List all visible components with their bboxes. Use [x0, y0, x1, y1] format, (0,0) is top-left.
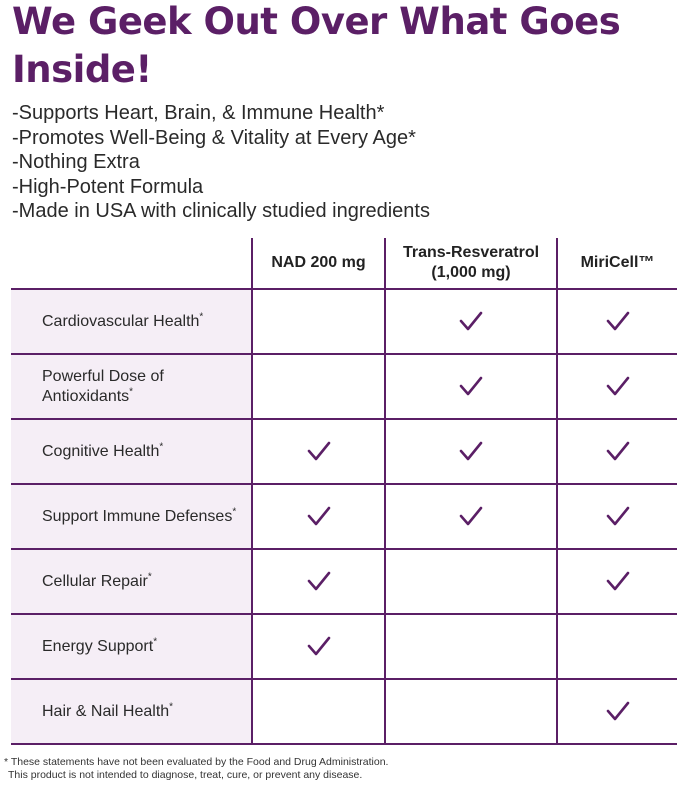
check-icon — [606, 376, 629, 395]
feature-label: Energy Support — [42, 637, 154, 655]
feature-label: Cognitive Health — [42, 442, 160, 460]
check-icon — [459, 441, 483, 460]
table-row: Hair & Nail Health* — [11, 678, 677, 745]
benefit-item: -Supports Heart, Brain, & Immune Health* — [12, 102, 385, 124]
headline: We Geek Out Over What Goes Inside! — [12, 0, 621, 91]
feature-cell: Powerful Dose of Antioxidants* — [11, 353, 253, 420]
benefit-list: -Supports Heart, Brain, & Immune Health*… — [12, 101, 430, 224]
check-cell — [384, 548, 558, 615]
check-cell — [556, 678, 677, 745]
check-cell — [556, 613, 677, 680]
column-header-nad: NAD 200 mg — [251, 238, 386, 290]
check-cell — [556, 353, 677, 420]
table-header-row: NAD 200 mg Trans-Resveratrol (1,000 mg) … — [11, 238, 677, 290]
check-cell — [556, 548, 677, 615]
table-body: Cardiovascular Health* Powerful Dose of A… — [11, 288, 677, 745]
column-header-miricell: MiriCell™ — [556, 238, 677, 290]
table-row: Energy Support* — [11, 613, 677, 680]
table-row: Support Immune Defenses* — [11, 483, 677, 550]
feature-cell: Cardiovascular Health* — [11, 288, 253, 355]
column-header-resveratrol: Trans-Resveratrol (1,000 mg) — [384, 238, 558, 290]
asterisk-mark: * — [159, 441, 164, 453]
feature-cell: Support Immune Defenses* — [11, 483, 253, 550]
table-row: Cardiovascular Health* — [11, 288, 677, 355]
feature-label: Powerful Dose of Antioxidants — [42, 367, 164, 405]
check-icon — [307, 571, 330, 590]
disclaimer-line-1: * These statements have not been evaluat… — [4, 756, 389, 768]
check-cell — [251, 613, 386, 680]
check-icon — [606, 311, 629, 330]
check-cell — [384, 613, 558, 680]
check-cell — [556, 483, 677, 550]
asterisk-mark: * — [169, 701, 174, 713]
feature-label: Support Immune Defenses — [42, 507, 233, 525]
check-cell — [251, 288, 386, 355]
table-row: Cognitive Health* — [11, 418, 677, 485]
check-cell — [384, 353, 558, 420]
check-cell — [384, 678, 558, 745]
asterisk-mark: * — [153, 636, 158, 648]
check-cell — [384, 418, 558, 485]
check-icon — [307, 636, 330, 655]
check-cell — [251, 418, 386, 485]
feature-label: Cellular Repair — [42, 572, 148, 590]
check-cell — [556, 288, 677, 355]
benefit-item: -Promotes Well-Being & Vitality at Every… — [12, 126, 416, 149]
check-icon — [606, 506, 629, 525]
check-cell — [384, 483, 558, 550]
asterisk-mark: * — [129, 386, 134, 398]
comparison-table: NAD 200 mg Trans-Resveratrol (1,000 mg) … — [11, 238, 677, 745]
feature-label: Hair & Nail Health — [42, 702, 170, 720]
check-cell — [384, 288, 558, 355]
disclaimer-line-2: This product is not intended to diagnose… — [8, 769, 363, 781]
table-row: Cellular Repair* — [11, 548, 677, 615]
feature-cell: Cognitive Health* — [11, 418, 253, 485]
check-cell — [556, 418, 677, 485]
check-icon — [307, 506, 330, 525]
check-cell — [251, 353, 386, 420]
check-icon — [459, 376, 483, 395]
asterisk-mark: * — [199, 311, 204, 323]
benefit-item: -High-Potent Formula — [12, 175, 204, 198]
header-corner — [11, 238, 253, 290]
check-cell — [251, 483, 386, 550]
check-cell — [251, 548, 386, 615]
feature-label: Cardiovascular Health — [42, 312, 200, 330]
disclaimer: * These statements have not been evaluat… — [4, 756, 388, 782]
asterisk-mark: * — [147, 571, 152, 583]
asterisk-mark: * — [232, 506, 237, 518]
check-icon — [459, 311, 483, 330]
table-row: Powerful Dose of Antioxidants* — [11, 353, 677, 420]
check-icon — [606, 571, 629, 590]
check-icon — [459, 506, 483, 525]
feature-cell: Hair & Nail Health* — [11, 678, 253, 745]
check-icon — [307, 441, 330, 460]
check-cell — [251, 678, 386, 745]
benefit-item: -Made in USA with clinically studied ing… — [12, 200, 430, 222]
check-icon — [606, 441, 629, 460]
feature-cell: Cellular Repair* — [11, 548, 253, 615]
benefit-item: -Nothing Extra — [12, 151, 140, 173]
feature-cell: Energy Support* — [11, 613, 253, 680]
check-icon — [606, 701, 629, 720]
